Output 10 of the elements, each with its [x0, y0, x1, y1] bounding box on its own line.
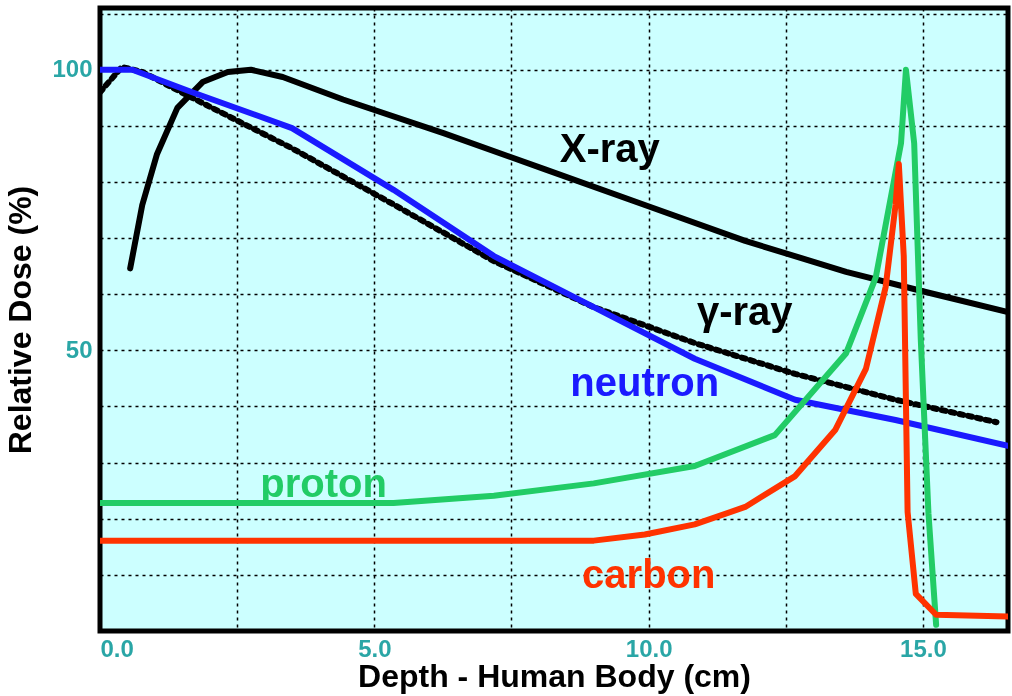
- x-tick-label: 0.0: [100, 634, 134, 662]
- x-tick-label: 15.0: [900, 634, 947, 662]
- y-tick-label: 100: [52, 55, 93, 83]
- series-label: γ-ray: [696, 289, 794, 334]
- series-label: proton: [260, 461, 387, 506]
- y-tick-label: 50: [65, 335, 93, 363]
- y-axis-title: Relative Dose (%): [2, 185, 39, 455]
- series-label: neutron: [570, 359, 720, 404]
- series-label: carbon: [582, 551, 716, 596]
- series-label: X-ray: [559, 126, 661, 170]
